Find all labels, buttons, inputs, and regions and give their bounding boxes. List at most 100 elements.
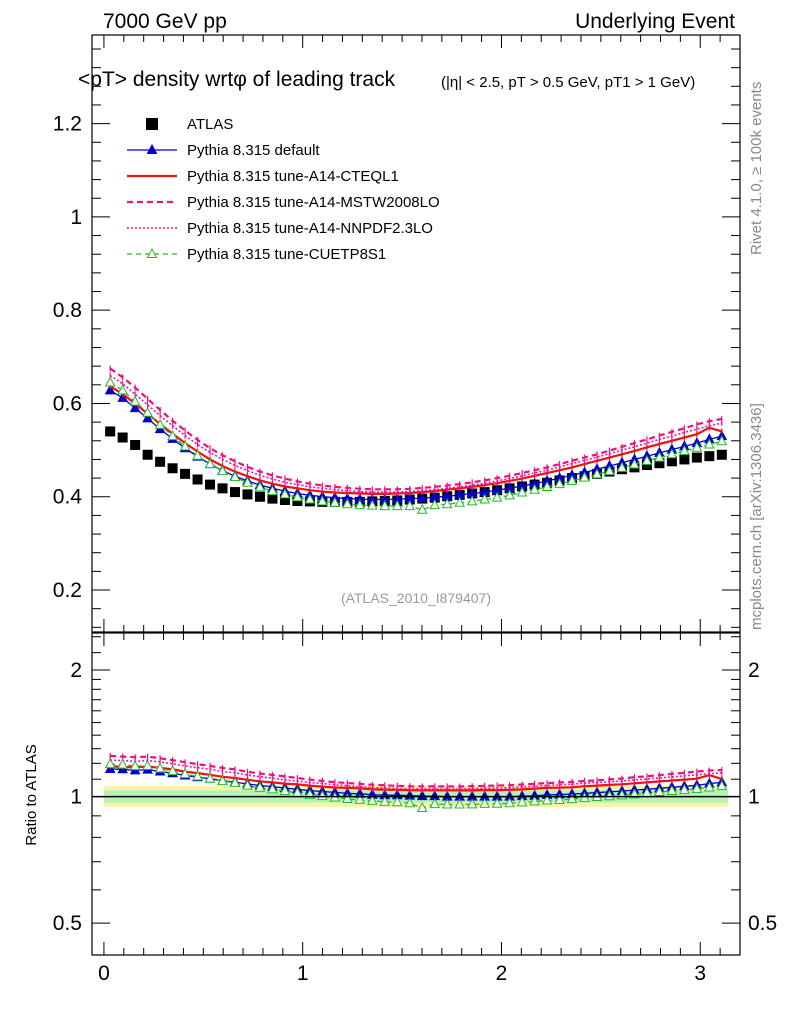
ratio-series-marker [629, 788, 640, 799]
main-series-marker [179, 440, 191, 451]
main-series-marker [129, 402, 141, 413]
ratio-series-marker [192, 770, 203, 781]
main-series-marker [217, 465, 228, 476]
main-series-marker [379, 500, 391, 511]
main-series-marker [204, 458, 216, 469]
main-series-marker [516, 486, 528, 497]
data-point [242, 489, 253, 500]
header-right: Underlying Event [575, 10, 735, 33]
ratio-series-marker [204, 772, 216, 783]
main-series-marker [142, 412, 153, 423]
legend-label: Pythia 8.315 tune-A14-MSTW2008LO [187, 194, 440, 211]
ratio-series-marker [704, 781, 715, 792]
main-series-marker [491, 491, 503, 502]
ratio-series-marker [479, 797, 490, 808]
main-series-marker [579, 471, 590, 482]
ratio-series-marker [466, 798, 478, 809]
main-frame [91, 34, 741, 633]
main-series-marker [404, 500, 416, 511]
legend-label: Pythia 8.315 default [187, 142, 320, 159]
main-series-marker [329, 496, 341, 507]
ratio-tick-label-right: 1 [748, 786, 760, 809]
main-series-marker [616, 461, 628, 472]
main-series-marker [142, 406, 153, 417]
legend: ATLAS Pythia 8.315 default Pythia 8.315 tu… [127, 116, 440, 263]
legend-swatch-data [146, 118, 158, 130]
x-tick-label: 0 [98, 962, 110, 985]
x-tick-label: 1 [297, 962, 309, 985]
y-tick-label: 0.2 [53, 579, 82, 602]
main-series-marker [716, 435, 728, 446]
main-series-marker [254, 481, 266, 492]
data-point [267, 493, 278, 504]
rivet-label: Rivet 4.1.0, ≥ 100k events [748, 82, 765, 255]
y-tick-label: 0.6 [53, 392, 82, 415]
ratio-tick-label-right: 2 [748, 659, 760, 682]
data-point [229, 487, 240, 498]
ratio-series-marker [104, 758, 116, 769]
main-series-marker [441, 498, 453, 509]
mcplots-label: mcplots.cern.ch [arXiv:1306.3436] [748, 403, 765, 630]
ratio-series-marker [142, 759, 153, 770]
ratio-series-marker [404, 797, 416, 808]
data-point [142, 449, 153, 460]
legend-label: Pythia 8.315 tune-CUETP8S1 [187, 246, 386, 263]
ratio-ylabel: Ratio to ATLAS [23, 744, 40, 845]
main-series-marker [267, 485, 278, 496]
ratio-series-marker [229, 776, 241, 787]
ratio-series-marker [179, 767, 191, 779]
data-point [716, 449, 727, 460]
main-series-layer [104, 365, 728, 514]
ratio-series-marker [267, 783, 278, 794]
main-series-marker [454, 496, 466, 507]
header-left: 7000 GeV pp [103, 10, 227, 33]
data-point [254, 491, 265, 502]
main-series-marker [117, 384, 128, 395]
data-point [666, 456, 677, 467]
ratio-series-marker [566, 793, 578, 804]
x-tick-label: 3 [694, 962, 706, 985]
plot-title-cuts: (|η| < 2.5, pT > 0.5 GeV, pT1 > 1 GeV) [441, 74, 695, 91]
ratio-series-marker [416, 801, 428, 813]
data-point [117, 432, 128, 443]
ratio-series-marker [441, 798, 453, 809]
main-series-marker [154, 418, 166, 429]
main-series-line-4 [109, 374, 722, 493]
ratio-series-marker [242, 779, 253, 790]
main-series-marker [317, 495, 328, 506]
main-series-line-5 [109, 381, 722, 511]
ratio-tick-label-left: 1 [70, 786, 82, 809]
main-series-marker [466, 495, 478, 506]
data-point [641, 460, 652, 471]
ratio-series-marker [217, 775, 228, 786]
ratio-series-marker [454, 798, 466, 809]
y-tick-label: 0.4 [53, 486, 83, 509]
ratio-tick-label-right: 0.5 [748, 912, 777, 935]
ratio-tick-label-left: 2 [70, 659, 82, 682]
main-series-marker [129, 395, 141, 406]
analysis-id: (ATLAS_2010_I879407) [341, 590, 491, 606]
data-point [704, 451, 715, 462]
data-point [679, 454, 690, 465]
ratio-series-marker [167, 765, 178, 776]
ratio-series-marker [129, 760, 141, 771]
main-series-marker [691, 441, 703, 452]
main-series-marker [366, 499, 378, 510]
main-series-marker [242, 476, 253, 487]
ratio-series-marker [491, 797, 503, 808]
data-point [130, 439, 141, 450]
main-series-marker [666, 448, 678, 459]
ratio-series-marker [691, 782, 703, 793]
ratio-series-marker [254, 781, 266, 792]
main-series-marker [342, 498, 353, 509]
main-series-marker [554, 478, 565, 489]
main-series-marker [704, 438, 715, 449]
legend-swatch-marker [146, 143, 158, 154]
data-point [192, 474, 203, 485]
plot-title-main: <pT> density wrtφ of leading track [78, 68, 396, 91]
main-series-marker [591, 468, 603, 479]
ratio-series-marker [604, 790, 615, 801]
x-tick-label: 2 [496, 962, 508, 985]
main-series-marker [229, 471, 241, 482]
y-tick-label: 0.8 [53, 299, 82, 322]
